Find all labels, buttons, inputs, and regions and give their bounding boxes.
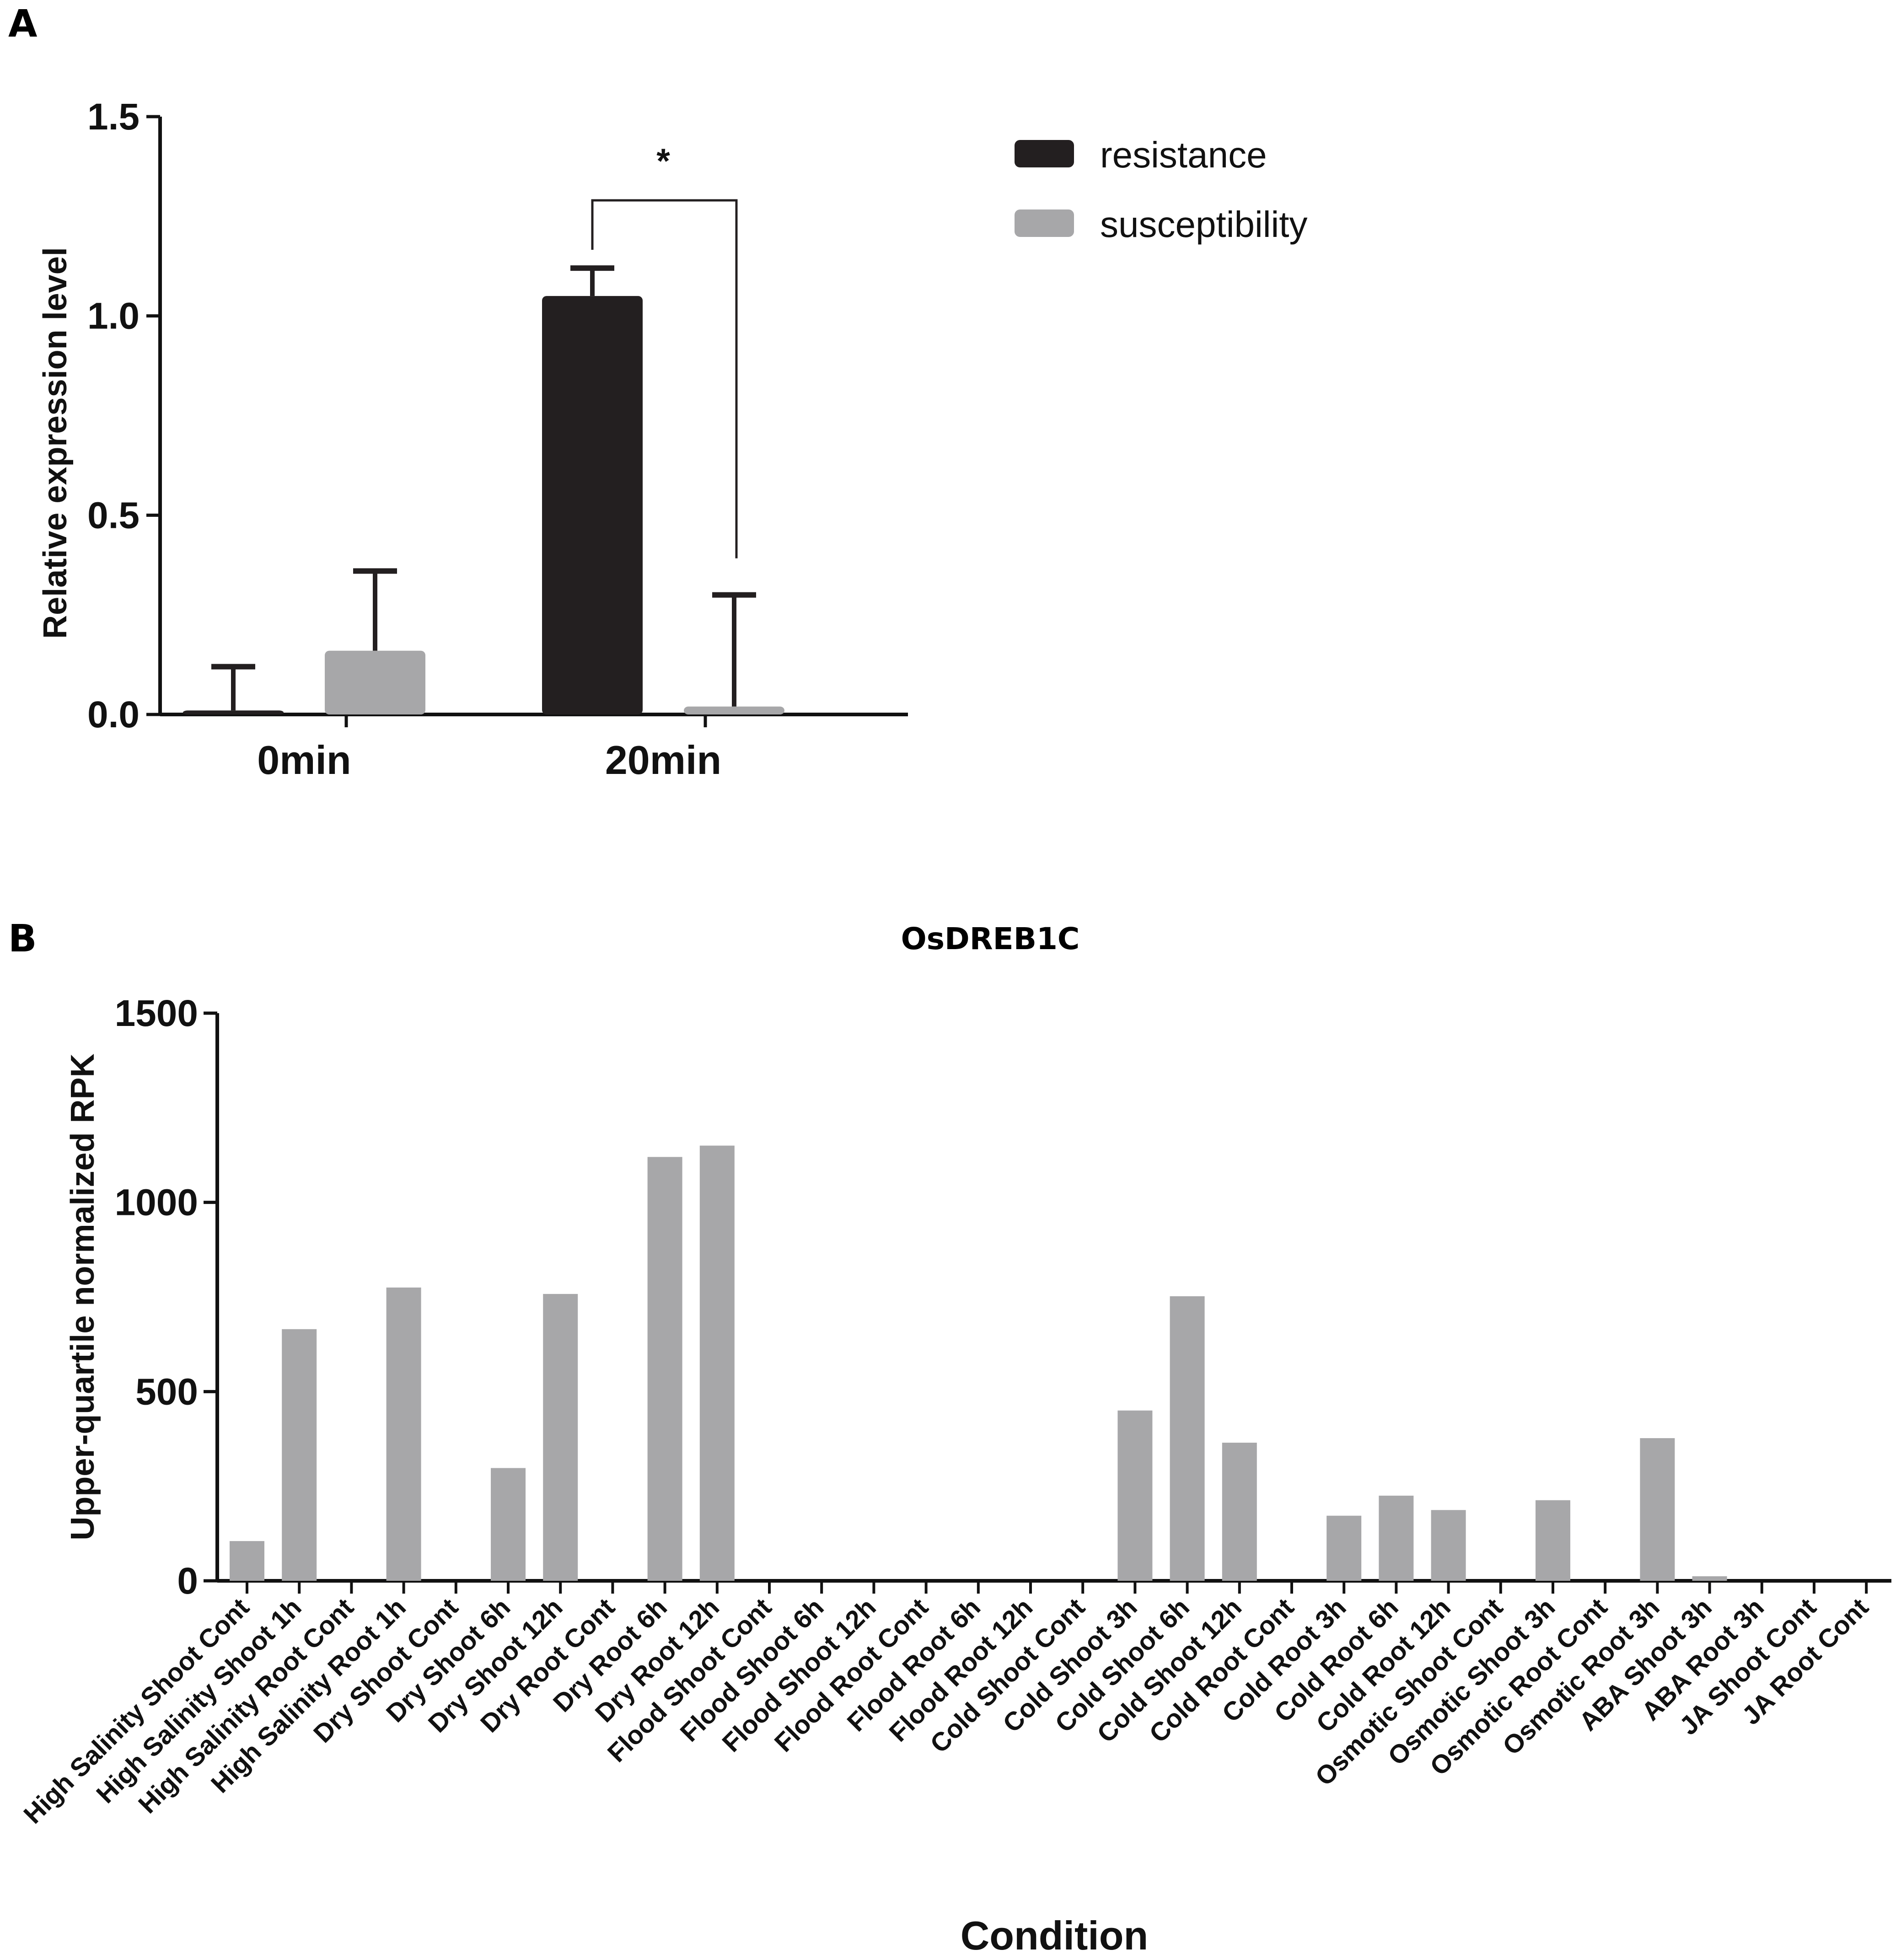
significance-marker: * (656, 142, 670, 181)
bar-cold-shoot-6h (1170, 1296, 1205, 1581)
panel-a-x-tick-label: 0min (257, 737, 351, 783)
bar-dry-shoot-12h (543, 1294, 578, 1581)
panel-a-y-tick-label: 0.5 (87, 494, 140, 536)
significance-bracket (591, 199, 738, 558)
panel-a-x-ticks: 0min 20min (257, 714, 721, 783)
panel-a-y-tick-label: 0.0 (87, 694, 140, 736)
bar-susceptibility-0min (325, 650, 425, 714)
panel-a-chart: 0.0 0.5 1.0 1.5 0min 20min Relative expressi… (37, 96, 1308, 783)
panel-a-legend: resistance susceptibility (1015, 134, 1308, 245)
panel-a-y-tick-label: 1.0 (87, 295, 140, 337)
bar-cold-shoot-3h (1117, 1410, 1153, 1581)
bar-osmotic-root-3h (1640, 1438, 1675, 1581)
bar-dry-root-6h (647, 1157, 682, 1581)
bar-aba-shoot-3h (1692, 1576, 1727, 1581)
legend-label-susceptibility: susceptibility (1100, 204, 1308, 245)
panel-b-x-axis-title: Condition (961, 1913, 1149, 1958)
panel-b-y-axis-title: Upper-quartile normalized RPK (64, 1053, 101, 1540)
panel-b-bars (230, 1145, 1727, 1581)
bar-osmotic-shoot-3h (1536, 1500, 1570, 1581)
bar-dry-shoot-6h (491, 1468, 526, 1581)
panel-b-x-tick-label: High Salinity Shoot Cont (18, 1593, 255, 1830)
panel-a-x-tick-label: 20min (605, 737, 721, 783)
panel-b-y-tick-label: 1500 (115, 993, 198, 1034)
bar-high-salinity-shoot-1h (282, 1329, 317, 1581)
panel-b-x-tick-label: High Salinity Root Cont (133, 1593, 359, 1819)
panel-b-y-ticks: 0 500 1000 1500 (115, 993, 217, 1602)
bar-cold-root-6h (1379, 1495, 1414, 1581)
bar-cold-root-12h (1431, 1510, 1466, 1581)
panel-b-letter: B (8, 917, 37, 961)
panel-b-y-tick-label: 0 (177, 1560, 198, 1602)
panel-a-axes (158, 117, 908, 716)
legend-label-resistance: resistance (1100, 134, 1267, 175)
panel-a-bars (183, 265, 784, 714)
legend-swatch-resistance (1015, 140, 1074, 167)
panel-b-y-tick-label: 1000 (115, 1182, 198, 1224)
panel-b-title: OsDREB1C (901, 921, 1080, 956)
bar-cold-shoot-12h (1222, 1443, 1257, 1581)
bar-high-salinity-root-1h (386, 1287, 421, 1581)
bar-cold-root-3h (1326, 1515, 1362, 1581)
bar-high-salinity-shoot-cont (230, 1541, 264, 1581)
bar-resistance-0min (183, 710, 284, 714)
panel-a-y-axis-title: Relative expression level (37, 247, 74, 639)
bar-dry-root-12h (699, 1145, 735, 1581)
panel-b-chart: 0 500 1000 1500 High Salinity Shoot ContHig… (18, 993, 1891, 1958)
bar-resistance-20min (542, 296, 643, 714)
panel-a-y-ticks: 0.0 0.5 1.0 1.5 (87, 96, 160, 736)
panel-a-letter: A (8, 2, 38, 46)
panel-b-x-tick-label: High Salinity Shoot 1h (91, 1593, 307, 1809)
panel-b-y-tick-label: 500 (135, 1371, 198, 1412)
bar-susceptibility-20min (684, 706, 784, 714)
legend-swatch-susceptibility (1015, 209, 1074, 237)
panel-a-y-tick-label: 1.5 (87, 96, 140, 138)
